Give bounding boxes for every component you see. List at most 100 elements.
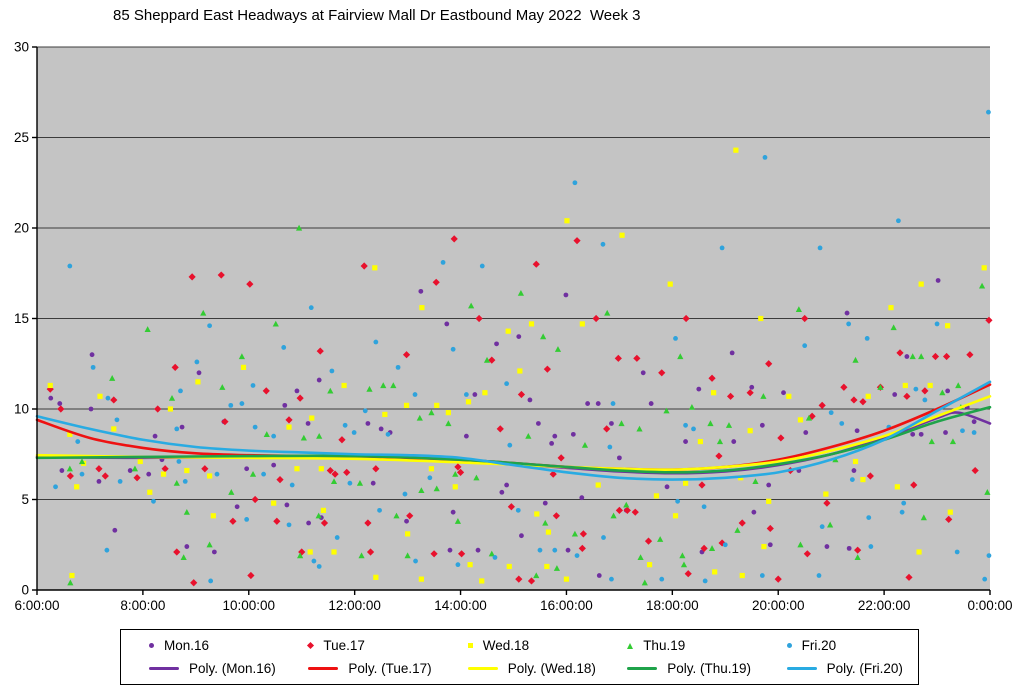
data-point <box>506 563 512 570</box>
data-point <box>766 482 772 488</box>
data-point <box>250 383 256 388</box>
data-point <box>746 389 754 397</box>
data-point <box>450 346 456 352</box>
data-point <box>928 438 935 445</box>
data-point <box>819 524 825 530</box>
data-point <box>537 547 543 553</box>
data-point <box>66 472 74 480</box>
data-point <box>726 392 735 400</box>
data-point <box>294 466 300 472</box>
data-point <box>604 309 611 316</box>
data-point <box>160 471 167 477</box>
data-point <box>95 465 103 473</box>
legend-entry-thu19: Thu.19 <box>599 638 758 653</box>
data-point <box>931 352 940 361</box>
data-point <box>372 465 380 473</box>
data-point <box>927 382 933 389</box>
data-point <box>316 347 324 355</box>
data-point <box>981 265 987 271</box>
data-point <box>595 482 601 488</box>
data-point <box>331 470 339 478</box>
data-point <box>894 484 900 490</box>
data-point <box>217 271 225 279</box>
data-point <box>579 495 585 501</box>
data-point <box>854 554 861 561</box>
data-point <box>373 339 379 345</box>
y-tick-label: 20 <box>14 221 29 236</box>
data-point <box>434 402 440 408</box>
data-point <box>571 530 579 537</box>
data-point <box>803 430 809 435</box>
data-point <box>504 482 510 488</box>
data-point <box>334 535 340 540</box>
data-point <box>488 356 496 364</box>
data-point <box>221 418 229 426</box>
data-point <box>585 401 591 406</box>
data-point <box>545 529 552 535</box>
data-point <box>913 386 919 392</box>
data-point <box>307 549 313 555</box>
data-point <box>285 416 293 424</box>
data-point <box>244 466 250 472</box>
data-point <box>249 470 257 477</box>
data-point <box>532 260 540 268</box>
data-point <box>960 428 965 434</box>
data-point <box>403 402 410 408</box>
data-point <box>57 405 65 413</box>
data-point <box>761 543 767 550</box>
legend-label: Poly. (Tue.17) <box>348 661 432 676</box>
data-point <box>904 354 910 359</box>
data-point <box>733 147 739 153</box>
tue17-marker-icon <box>307 641 315 650</box>
data-point <box>362 408 368 414</box>
data-point <box>945 323 951 329</box>
data-point <box>69 572 75 579</box>
data-point <box>846 545 852 551</box>
trendline <box>35 380 992 481</box>
data-point <box>920 514 927 521</box>
data-point <box>762 155 768 160</box>
data-point <box>404 552 411 559</box>
data-point <box>463 392 469 397</box>
data-point <box>499 489 505 495</box>
data-point <box>206 473 213 479</box>
data-point <box>759 422 765 428</box>
data-point <box>238 353 245 360</box>
data-point <box>97 393 103 399</box>
data-point <box>296 394 304 402</box>
data-point <box>329 368 335 374</box>
data-point <box>579 321 585 327</box>
data-point <box>286 522 292 528</box>
data-point <box>698 481 706 489</box>
legend-entry-poly-thu19: Poly. (Thu.19) <box>599 661 758 676</box>
x-tick-label: 0:00:00 <box>967 598 1012 613</box>
data-point <box>573 237 581 245</box>
data-point <box>182 479 188 484</box>
data-point <box>899 509 905 515</box>
data-point <box>614 354 622 362</box>
data-point <box>276 475 284 484</box>
data-point <box>607 444 613 450</box>
x-tick-label: 6:00:00 <box>14 598 59 613</box>
data-point <box>412 392 418 397</box>
data-point <box>88 406 94 412</box>
data-point <box>984 489 991 495</box>
data-point <box>261 471 267 477</box>
data-point <box>444 321 450 327</box>
data-point <box>152 433 158 439</box>
data-point <box>533 572 540 579</box>
data-point <box>570 431 576 437</box>
x-tick-label: 12:00:00 <box>328 598 381 613</box>
data-point <box>516 334 522 339</box>
data-point <box>901 500 907 506</box>
data-point <box>432 278 440 286</box>
data-point <box>67 263 73 269</box>
data-point <box>252 424 258 430</box>
data-point <box>273 517 281 525</box>
data-point <box>682 480 689 486</box>
data-point <box>517 289 525 296</box>
data-point <box>365 421 371 426</box>
data-point <box>475 314 483 323</box>
data-point <box>801 314 809 323</box>
